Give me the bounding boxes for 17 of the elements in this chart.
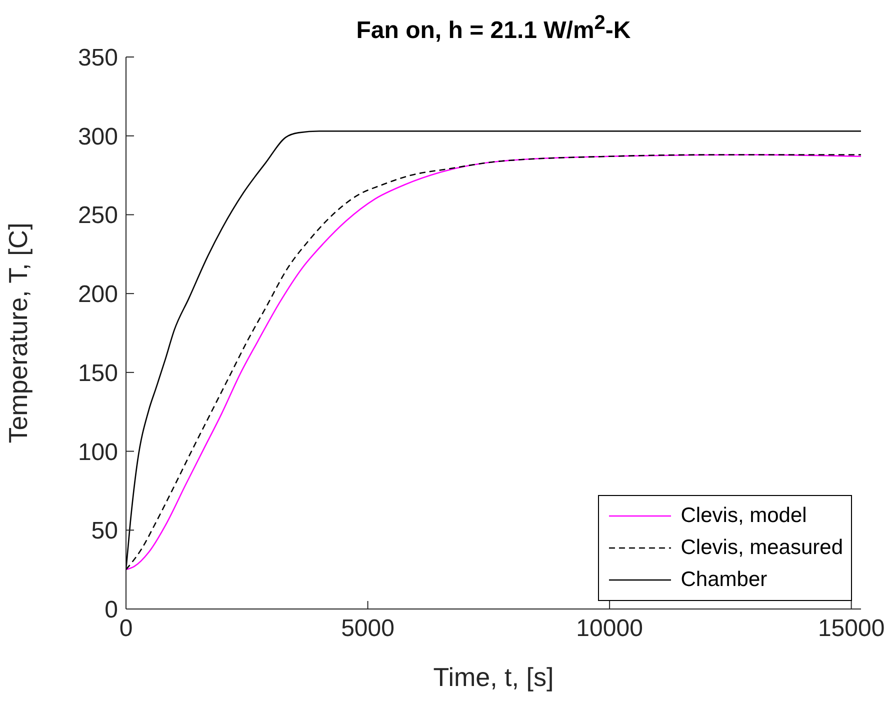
x-tick-label: 5000 (341, 615, 394, 642)
legend-label: Chamber (680, 568, 768, 592)
x-axis-title: Time, t, [s] (433, 662, 554, 692)
y-tick-label: 200 (78, 281, 118, 308)
x-tick-label: 15000 (818, 615, 885, 642)
y-tick-label: 300 (78, 123, 118, 150)
y-tick-label: 0 (104, 596, 118, 624)
y-tick-label: 250 (78, 202, 118, 230)
legend-label: Clevis, measured (680, 536, 843, 560)
x-tick-label: 10000 (576, 615, 643, 642)
y-tick-label: 100 (78, 438, 118, 466)
y-tick-label: 150 (78, 360, 118, 387)
y-axis-title: Temperature, T, [C] (3, 222, 34, 444)
chart-title: Fan on, h = 21.1 W/m$^{2}$-K (355, 12, 632, 45)
y-tick-label: 350 (78, 44, 118, 72)
y-tick-label: 50 (91, 518, 118, 545)
legend-label: Clevis, model (680, 504, 807, 528)
